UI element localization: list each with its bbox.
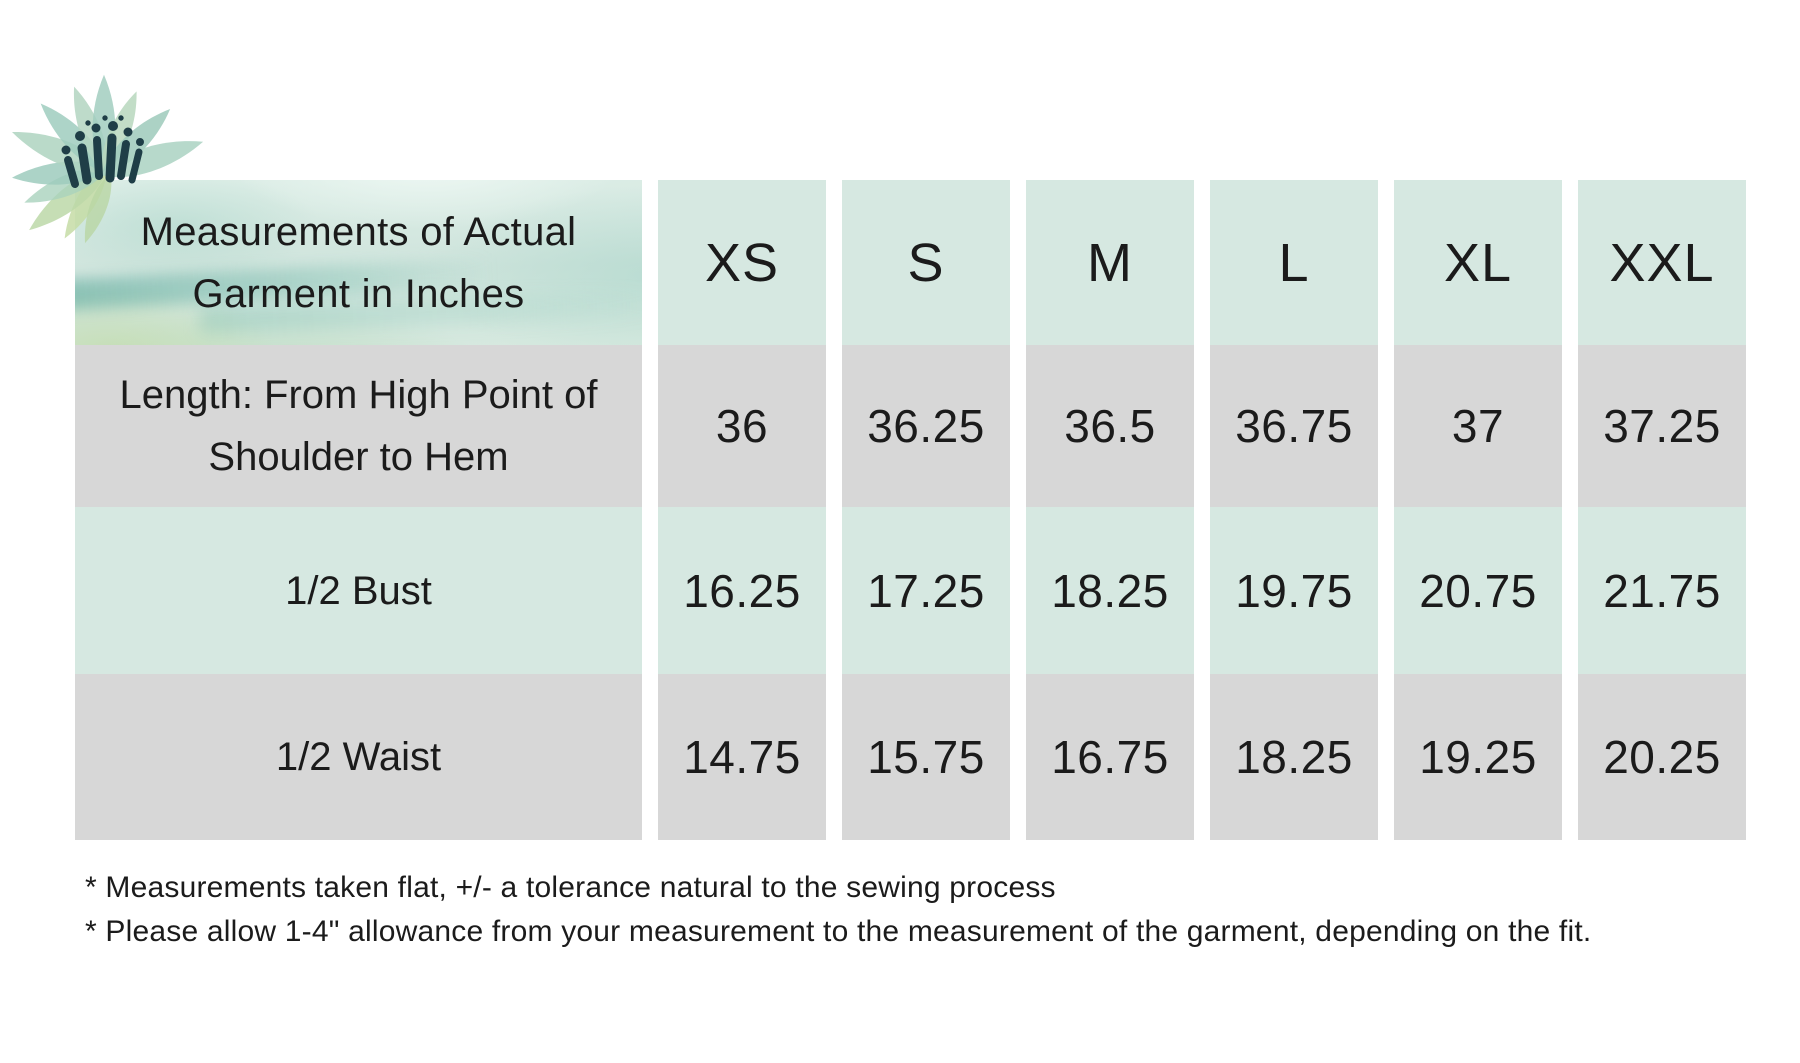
column-header-s: S [842, 180, 1010, 345]
value-cell-bust-l: 19.75 [1210, 507, 1378, 674]
row-label-bust: 1/2 Bust [285, 568, 432, 613]
value-cell-length-xs: 36 [658, 345, 826, 507]
value-cell-waist-l: 18.25 [1210, 674, 1378, 840]
value-cell-length-xl: 37 [1394, 345, 1562, 507]
row-label-length: Length: From High Point of Shoulder to H… [119, 373, 598, 479]
table-title: Measurements of Actual Garment in Inches [140, 209, 577, 316]
value-cell-bust-xl: 20.75 [1394, 507, 1562, 674]
value-cell-waist-xs: 14.75 [658, 674, 826, 840]
value-cell-bust-m: 18.25 [1026, 507, 1194, 674]
row-label-cell: Length: From High Point of Shoulder to H… [75, 345, 642, 507]
footnote-tolerance: * Measurements taken flat, +/- a toleran… [85, 871, 1056, 904]
value-cell-bust-xxl: 21.75 [1578, 507, 1746, 674]
row-label-cell: 1/2 Waist [75, 674, 642, 840]
value-cell-bust-s: 17.25 [842, 507, 1010, 674]
footnotes: * Measurements taken flat, +/- a toleran… [85, 866, 1591, 954]
flower-stamens [61, 115, 144, 188]
value-cell-waist-m: 16.75 [1026, 674, 1194, 840]
value-cell-waist-xxl: 20.25 [1578, 674, 1746, 840]
row-label-cell: 1/2 Bust [75, 507, 642, 674]
column-header-l: L [1210, 180, 1378, 345]
value-cell-length-s: 36.25 [842, 345, 1010, 507]
column-header-xs: XS [658, 180, 826, 345]
value-cell-bust-xs: 16.25 [658, 507, 826, 674]
row-label-waist: 1/2 Waist [275, 735, 442, 779]
watercolor-flower-icon [7, 74, 207, 247]
footnote-allowance: * Please allow 1-4" allowance from your … [85, 915, 1592, 948]
size-chart-table: Measurements of Actual Garment in Inches… [75, 180, 1746, 840]
table-title-cell: Measurements of Actual Garment in Inches [75, 180, 642, 345]
value-cell-waist-s: 15.75 [842, 674, 1010, 840]
value-cell-length-m: 36.5 [1026, 345, 1194, 507]
value-cell-waist-xl: 19.25 [1394, 674, 1562, 840]
column-header-m: M [1026, 180, 1194, 345]
value-cell-length-xxl: 37.25 [1578, 345, 1746, 507]
column-header-xl: XL [1394, 180, 1562, 345]
column-header-xxl: XXL [1578, 180, 1746, 345]
value-cell-length-l: 36.75 [1210, 345, 1378, 507]
